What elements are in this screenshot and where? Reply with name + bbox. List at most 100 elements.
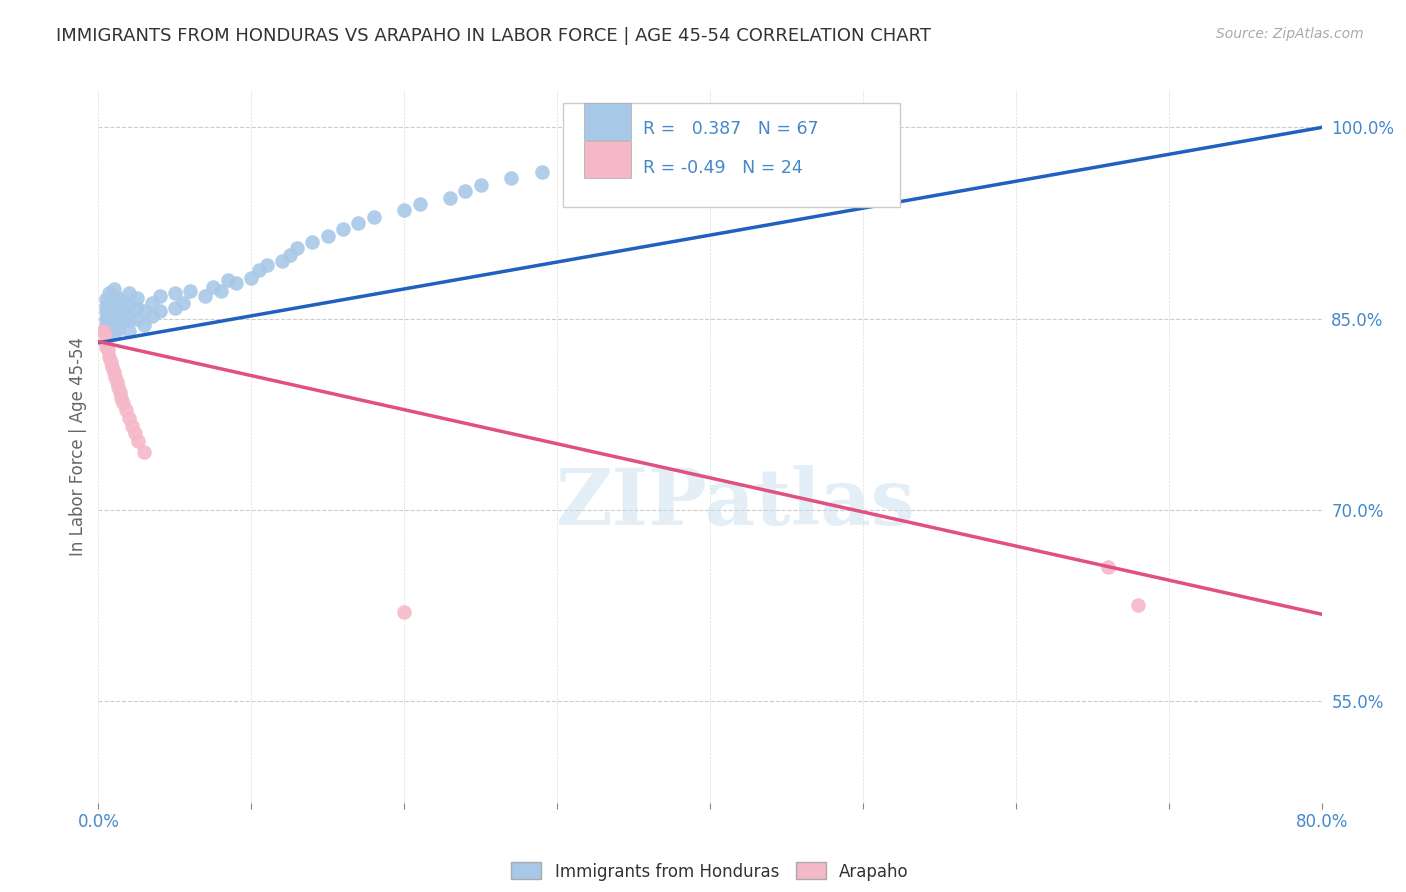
- Point: [363, 210, 385, 224]
- Point: [316, 228, 339, 243]
- Point: [108, 385, 131, 400]
- Point: [103, 302, 125, 317]
- Point: [134, 318, 156, 332]
- Text: Source: ZipAtlas.com: Source: ZipAtlas.com: [1216, 27, 1364, 41]
- Point: [118, 411, 141, 425]
- Point: [118, 311, 141, 326]
- Point: [332, 222, 354, 236]
- Point: [225, 276, 247, 290]
- Point: [179, 284, 201, 298]
- Point: [141, 296, 163, 310]
- Point: [111, 395, 134, 409]
- Point: [202, 279, 225, 293]
- Text: ZIPatlas: ZIPatlas: [555, 465, 914, 541]
- FancyBboxPatch shape: [583, 141, 630, 178]
- Point: [240, 270, 263, 285]
- Point: [93, 326, 115, 341]
- Point: [94, 299, 117, 313]
- Point: [98, 305, 121, 319]
- Point: [115, 403, 138, 417]
- Point: [103, 311, 125, 326]
- Point: [107, 301, 129, 316]
- Point: [107, 322, 129, 336]
- Point: [94, 334, 117, 349]
- Point: [392, 605, 416, 619]
- Point: [1097, 560, 1119, 574]
- Point: [103, 320, 125, 334]
- Point: [163, 286, 186, 301]
- FancyBboxPatch shape: [583, 103, 630, 140]
- Text: R =   0.387   N = 67: R = 0.387 N = 67: [643, 120, 818, 138]
- Point: [125, 311, 148, 326]
- Point: [101, 359, 124, 374]
- Point: [98, 350, 121, 364]
- Point: [103, 326, 125, 341]
- Point: [103, 365, 125, 379]
- Y-axis label: In Labor Force | Age 45-54: In Labor Force | Age 45-54: [69, 336, 87, 556]
- Point: [127, 434, 149, 448]
- Point: [104, 370, 127, 384]
- Point: [501, 171, 523, 186]
- Point: [301, 235, 323, 249]
- Point: [172, 296, 194, 310]
- Point: [118, 324, 141, 338]
- Point: [278, 248, 301, 262]
- Point: [105, 376, 128, 390]
- Point: [94, 318, 117, 332]
- Point: [134, 304, 156, 318]
- Point: [652, 145, 675, 160]
- Point: [94, 311, 117, 326]
- Point: [110, 391, 132, 405]
- Point: [107, 311, 129, 326]
- Point: [97, 343, 120, 358]
- Point: [118, 299, 141, 313]
- Point: [141, 309, 163, 323]
- Point: [470, 178, 492, 192]
- Point: [111, 304, 134, 318]
- Point: [454, 184, 477, 198]
- Point: [439, 190, 461, 204]
- Point: [103, 293, 125, 307]
- Point: [194, 288, 217, 302]
- Point: [118, 286, 141, 301]
- Point: [561, 159, 583, 173]
- Point: [217, 273, 239, 287]
- Point: [256, 258, 278, 272]
- Point: [1128, 599, 1150, 613]
- Point: [98, 324, 121, 338]
- Text: IMMIGRANTS FROM HONDURAS VS ARAPAHO IN LABOR FORCE | AGE 45-54 CORRELATION CHART: IMMIGRANTS FROM HONDURAS VS ARAPAHO IN L…: [56, 27, 931, 45]
- Point: [347, 216, 370, 230]
- Point: [111, 314, 134, 328]
- Point: [270, 254, 292, 268]
- Point: [98, 286, 121, 301]
- Point: [392, 203, 416, 218]
- FancyBboxPatch shape: [564, 103, 900, 207]
- Point: [607, 153, 630, 167]
- Point: [94, 293, 117, 307]
- Point: [209, 284, 232, 298]
- Point: [94, 324, 117, 338]
- Point: [107, 380, 129, 394]
- Point: [107, 291, 129, 305]
- Point: [285, 242, 308, 256]
- Point: [134, 445, 156, 459]
- Point: [98, 314, 121, 328]
- Legend: Immigrants from Honduras, Arapaho: Immigrants from Honduras, Arapaho: [505, 855, 915, 888]
- Text: R = -0.49   N = 24: R = -0.49 N = 24: [643, 159, 803, 177]
- Point: [149, 304, 172, 318]
- Point: [149, 288, 172, 302]
- Point: [98, 296, 121, 310]
- Point: [100, 355, 122, 369]
- Point: [121, 418, 143, 433]
- Point: [125, 301, 148, 316]
- Point: [125, 291, 148, 305]
- Point: [163, 301, 186, 316]
- Point: [103, 282, 125, 296]
- Point: [408, 197, 430, 211]
- Point: [94, 340, 117, 354]
- Point: [530, 165, 553, 179]
- Point: [91, 324, 114, 338]
- Point: [111, 293, 134, 308]
- Point: [124, 426, 146, 441]
- Point: [247, 263, 270, 277]
